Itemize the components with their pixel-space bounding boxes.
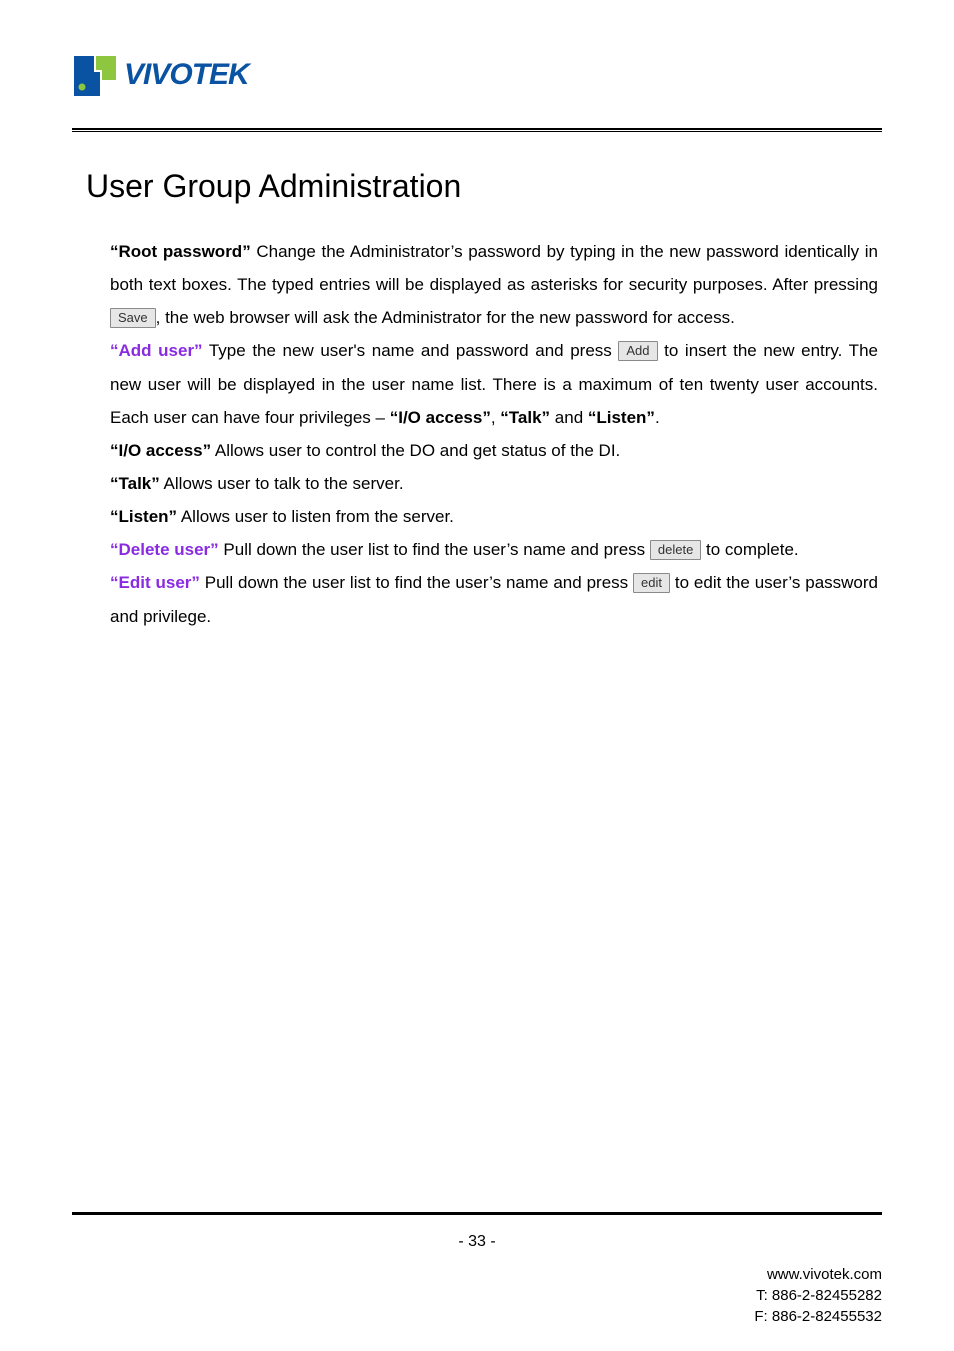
para-io-access: “I/O access” Allows user to control the … [110,434,878,467]
para-add-user: “Add user” Type the new user's name and … [110,334,878,433]
page-number: - 33 - [0,1233,954,1251]
para-edit-user: “Edit user” Pull down the user list to f… [110,566,878,632]
divider-top [72,128,882,132]
logo-mark-icon [72,52,118,98]
label-listen: “Listen” [110,507,177,526]
label-root-password: “Root password” [110,242,251,261]
para-talk: “Talk” Allows user to talk to the server… [110,467,878,500]
label-delete-user: “Delete user” [110,540,219,559]
label-edit-user: “Edit user” [110,573,200,592]
label-add-user: “Add user” [110,341,203,360]
page-heading: User Group Administration [86,168,882,205]
para-delete-user: “Delete user” Pull down the user list to… [110,533,878,566]
footer-tel: T: 886-2-82455282 [754,1285,882,1306]
footer: www.vivotek.com T: 886-2-82455282 F: 886… [754,1264,882,1327]
logo: VIVOTEK [72,52,882,98]
logo-text: VIVOTEK [124,58,249,92]
label-talk: “Talk” [110,474,160,493]
para-listen: “Listen” Allows user to listen from the … [110,500,878,533]
delete-button[interactable]: delete [650,540,701,560]
label-talk-inline: “Talk” [500,408,550,427]
para-root-password: “Root password” Change the Administrator… [110,235,878,334]
edit-button[interactable]: edit [633,573,670,593]
footer-fax: F: 886-2-82455532 [754,1306,882,1327]
add-button[interactable]: Add [618,341,657,361]
footer-url: www.vivotek.com [754,1264,882,1285]
label-io-access-inline: “I/O access” [390,408,491,427]
divider-bottom [72,1212,882,1215]
body-content: “Root password” Change the Administrator… [110,235,878,633]
label-listen-inline: “Listen” [588,408,655,427]
label-io-access: “I/O access” [110,441,211,460]
save-button[interactable]: Save [110,308,156,328]
